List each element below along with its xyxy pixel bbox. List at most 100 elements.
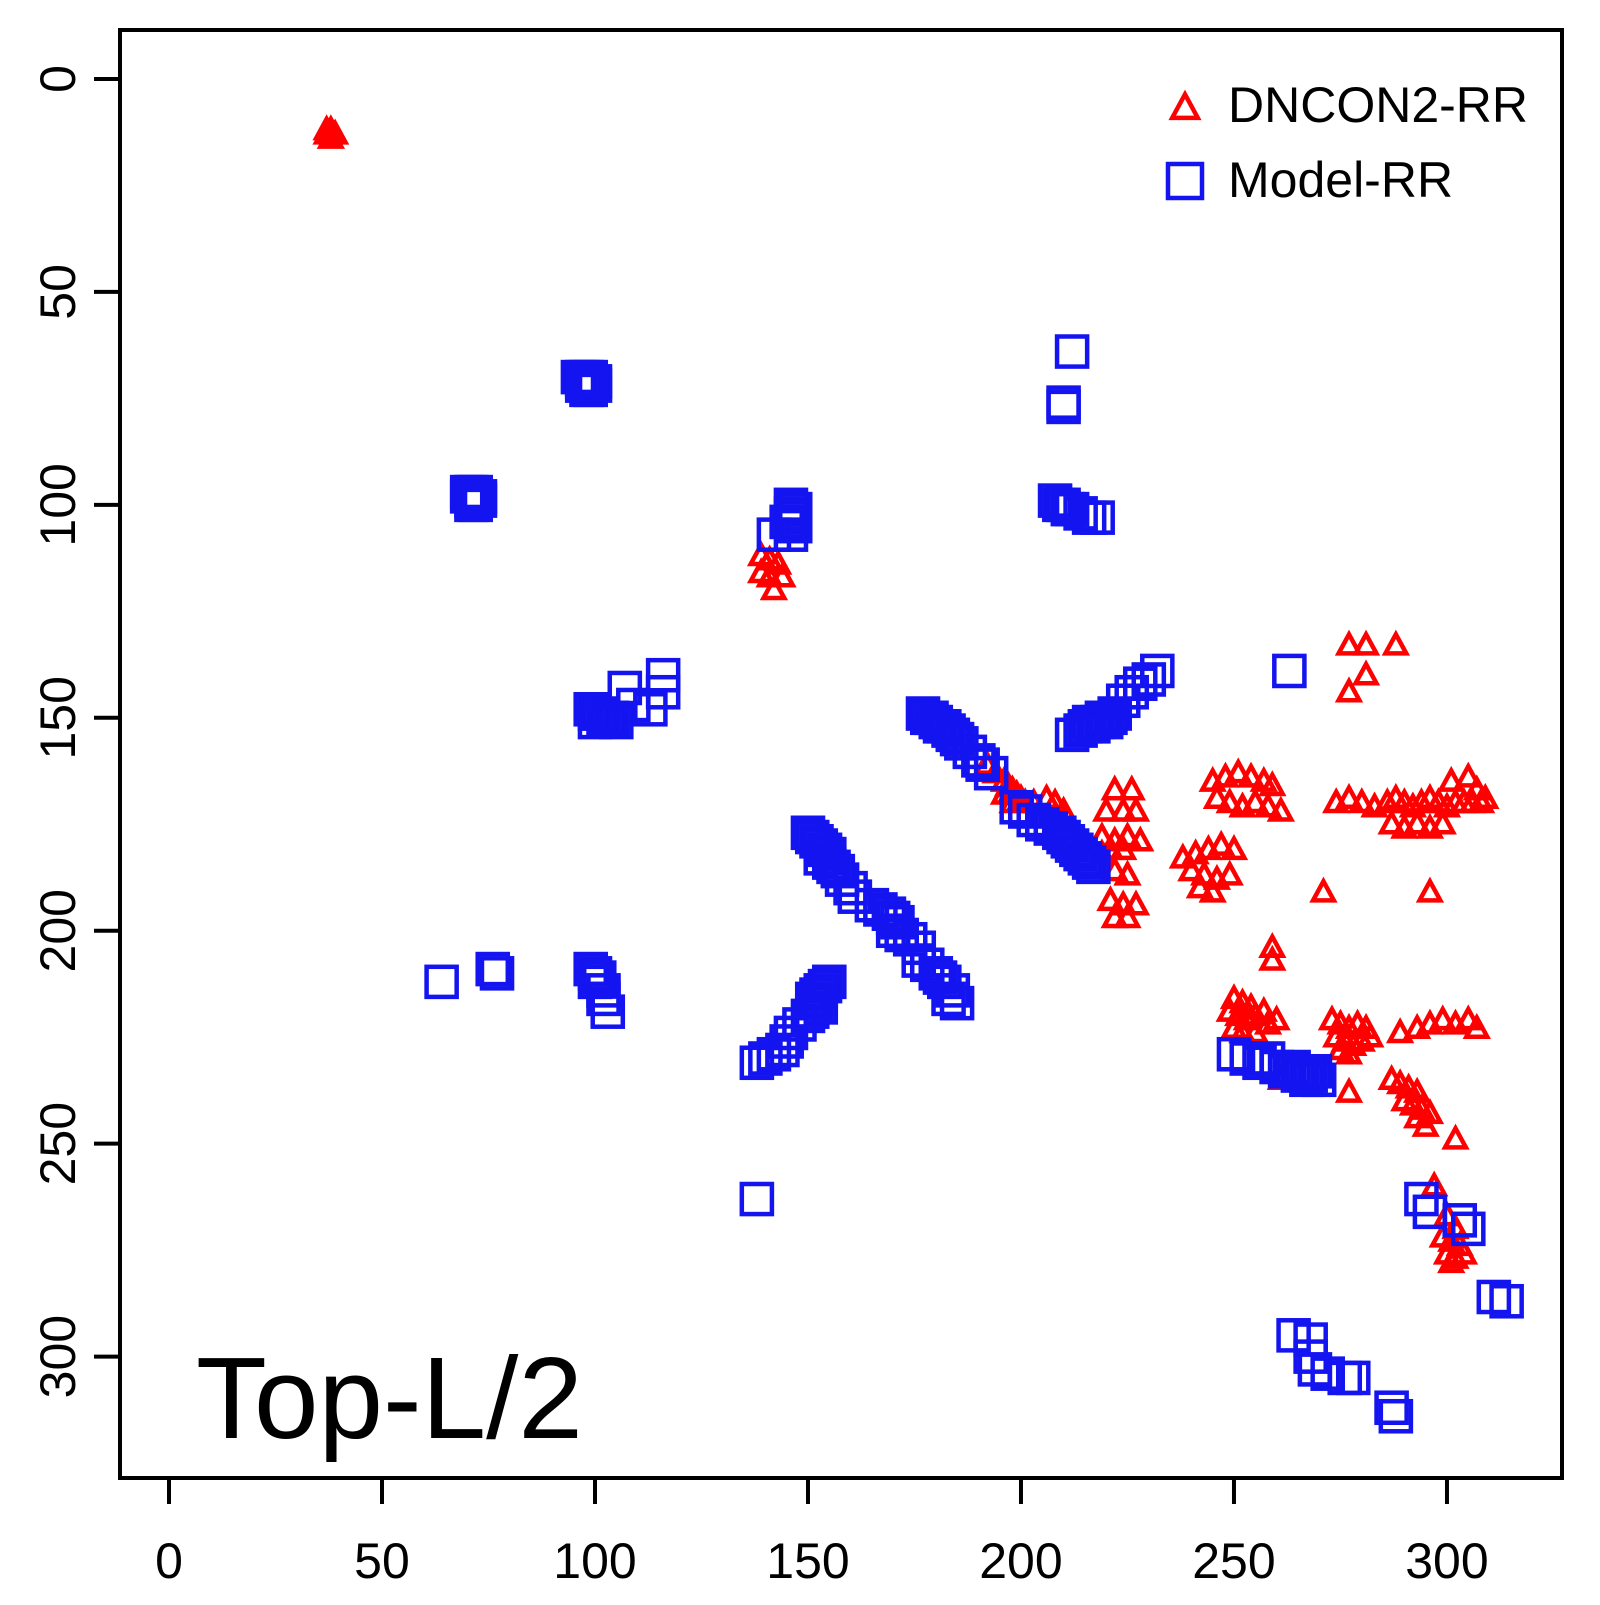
- plot-title-annotation: Top-L/2: [196, 1333, 583, 1463]
- data-point-triangle: [1454, 761, 1483, 788]
- data-point-square: [739, 1045, 775, 1081]
- data-point-square: [965, 747, 1000, 782]
- data-point-square: [1071, 845, 1107, 880]
- data-point-square: [1076, 849, 1111, 885]
- data-point-triangle: [1113, 902, 1142, 929]
- data-point-triangle: [1215, 859, 1244, 886]
- data-point-triangle: [1185, 872, 1215, 899]
- data-point-square: [1293, 1058, 1328, 1093]
- data-point-square: [577, 704, 613, 740]
- data-point-triangle: [1215, 787, 1244, 814]
- data-point-triangle: [1334, 1038, 1364, 1065]
- data-point-square: [1404, 1181, 1439, 1217]
- data-point-triangle: [1449, 1238, 1479, 1265]
- data-point-triangle: [1100, 774, 1129, 801]
- data-point-square: [1335, 1360, 1371, 1396]
- data-point-triangle: [1092, 795, 1121, 822]
- data-point-triangle: [1437, 765, 1466, 792]
- data-point-triangle: [1177, 855, 1206, 882]
- data-point-triangle: [1258, 770, 1287, 797]
- data-point-triangle: [1309, 876, 1338, 903]
- data-point-triangle: [1347, 1025, 1376, 1052]
- data-point-square: [458, 487, 493, 523]
- data-point-triangle: [1224, 757, 1253, 784]
- data-point-triangle: [1121, 795, 1151, 822]
- data-point-square: [1374, 1390, 1409, 1426]
- data-point-triangle: [1347, 787, 1376, 814]
- data-point-triangle: [1207, 829, 1236, 856]
- data-point-square: [939, 985, 975, 1021]
- data-point-triangle: [768, 561, 797, 588]
- data-point-square: [424, 964, 459, 1000]
- data-point-square: [1301, 1062, 1337, 1098]
- data-point-triangle: [759, 574, 789, 601]
- y-tick-label: 200: [30, 889, 86, 972]
- data-point-square: [590, 994, 626, 1029]
- data-point-square: [1450, 1211, 1486, 1247]
- data-point-triangle: [1258, 944, 1287, 971]
- data-point-triangle: [1381, 629, 1411, 656]
- data-point-triangle: [1198, 876, 1227, 903]
- data-point-triangle: [1441, 1123, 1470, 1150]
- data-point-square: [739, 1181, 775, 1217]
- data-point-triangle: [1109, 834, 1138, 861]
- data-point-triangle: [1432, 791, 1462, 818]
- data-point-square: [462, 483, 498, 518]
- data-point-square: [1140, 653, 1175, 689]
- data-point-triangle: [1117, 774, 1146, 801]
- data-point-triangle: [1334, 676, 1364, 703]
- data-point-square: [1476, 1279, 1512, 1315]
- data-point-square: [939, 721, 975, 757]
- x-tick-label: 250: [1192, 1533, 1275, 1589]
- data-point-triangle: [1454, 1004, 1483, 1031]
- data-point-square: [577, 368, 613, 403]
- legend-square-icon: [1165, 161, 1205, 201]
- y-tick-label: 100: [30, 463, 86, 546]
- data-points: [312, 114, 1524, 1434]
- data-point-triangle: [1202, 782, 1232, 809]
- y-tick-label: 300: [30, 1315, 86, 1398]
- data-point-triangle: [1351, 629, 1381, 656]
- data-point-triangle: [1334, 1076, 1364, 1103]
- data-point-triangle: [1253, 791, 1283, 818]
- data-point-triangle: [1334, 629, 1364, 656]
- data-point-triangle: [1415, 876, 1445, 903]
- y-tick-label: 250: [30, 1102, 86, 1185]
- data-point-triangle: [1356, 1021, 1385, 1048]
- legend-triangle-icon: [1168, 89, 1202, 121]
- data-point-triangle: [1437, 1247, 1466, 1274]
- x-tick-label: 0: [155, 1533, 183, 1589]
- data-point-square: [1272, 653, 1307, 689]
- data-point-square: [1131, 662, 1167, 697]
- data-point-square: [1067, 841, 1103, 876]
- data-point-triangle: [1126, 825, 1155, 852]
- data-point-triangle: [1462, 1012, 1491, 1039]
- data-point-square: [1489, 1283, 1524, 1319]
- data-point-triangle: [1253, 1008, 1283, 1035]
- data-point-square: [973, 755, 1009, 791]
- data-point-triangle: [1258, 931, 1287, 959]
- data-point-square: [1054, 334, 1090, 369]
- y-tick-label: 150: [30, 676, 86, 759]
- data-point-square: [931, 713, 966, 748]
- y-tick-label: 50: [30, 264, 86, 320]
- x-tick-label: 50: [354, 1533, 410, 1589]
- data-point-triangle: [1385, 1017, 1415, 1044]
- data-point-square: [794, 994, 830, 1029]
- legend: DNCON2-RR Model-RR: [1165, 77, 1528, 208]
- data-point-square: [935, 973, 971, 1008]
- data-point-square: [931, 981, 966, 1017]
- data-point-square: [1378, 1398, 1414, 1434]
- data-point-triangle: [1334, 782, 1364, 809]
- data-point-square: [748, 1041, 783, 1076]
- data-point-square: [1442, 1203, 1478, 1238]
- data-point-triangle: [1262, 1004, 1291, 1031]
- plot-border: [118, 28, 1564, 1480]
- data-point-triangle: [1266, 795, 1296, 822]
- data-point-triangle: [1373, 787, 1402, 814]
- data-point-triangle: [1236, 761, 1266, 788]
- data-point-triangle: [1411, 1110, 1440, 1137]
- data-point-square: [586, 981, 621, 1017]
- data-point-square: [581, 960, 617, 995]
